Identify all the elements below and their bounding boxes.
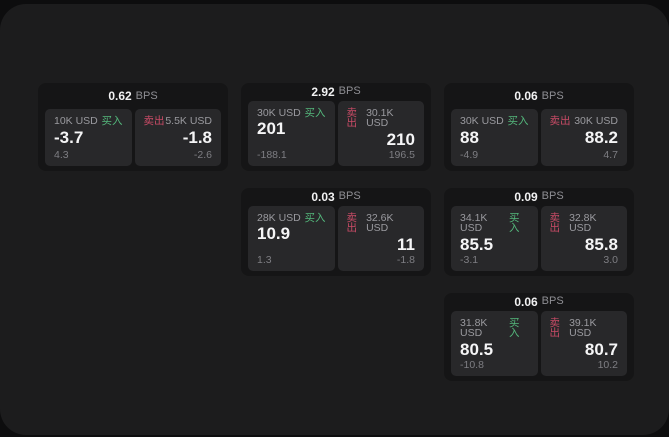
spread-unit-label: BPS [338, 85, 361, 98]
spread-unit-label: BPS [541, 190, 564, 203]
buy-amount: 34.1K USD [460, 211, 488, 235]
buy-amount: 31.8K USD [460, 316, 488, 340]
buy-panel[interactable]: 10K USD 买入 -3.7 4.3 [45, 109, 132, 166]
sell-amount: 39.1K USD [569, 316, 597, 340]
buy-price: 88 [460, 127, 479, 147]
buy-panel[interactable]: 30K USD 买入 201 -188.1 [248, 100, 335, 166]
sell-side-tag: 卖出 [143, 115, 165, 127]
buy-amount: 28K USD [257, 211, 301, 224]
sell-delta: -2.6 [193, 148, 212, 161]
spread-value: 0.06 [514, 89, 538, 103]
sell-price: 80.7 [584, 339, 618, 359]
buy-panel[interactable]: 28K USD 买入 10.9 1.3 [248, 205, 335, 271]
buy-delta: 1.3 [257, 253, 272, 266]
buy-delta: -10.8 [460, 358, 484, 371]
spread-unit-label: BPS [338, 190, 361, 203]
buy-side-tag: 买入 [507, 115, 529, 127]
sell-side-tag: 卖出 [549, 211, 561, 235]
sell-side-tag: 卖出 [549, 316, 561, 340]
sell-side-tag: 卖出 [346, 106, 358, 130]
sell-delta: -1.8 [396, 253, 415, 266]
quote-card-grid: 0.62 BPS 10K USD 买入 -3.7 4.3 卖出 5.5K USD… [38, 83, 634, 381]
spread-header: 0.62 BPS [45, 83, 221, 109]
spread-header: 0.06 BPS [451, 293, 627, 311]
quote-card[interactable]: 0.62 BPS 10K USD 买入 -3.7 4.3 卖出 5.5K USD… [38, 83, 228, 171]
buy-side-tag: 买入 [101, 115, 123, 127]
buy-side-tag: 买入 [304, 211, 326, 224]
sell-price: 210 [386, 129, 415, 149]
spread-header: 0.03 BPS [248, 188, 424, 206]
quote-card[interactable]: 0.09 BPS 34.1K USD 买入 85.5 -3.1 卖出 32.8K… [444, 188, 634, 276]
sell-delta: 10.2 [597, 358, 618, 371]
spread-value: 0.06 [514, 294, 538, 309]
buy-panel[interactable]: 34.1K USD 买入 85.5 -3.1 [451, 205, 538, 271]
spread-value: 0.03 [311, 189, 335, 204]
spread-unit-label: BPS [541, 89, 564, 102]
buy-price: 85.5 [460, 234, 494, 254]
buy-price: 10.9 [257, 224, 291, 244]
buy-amount: 30K USD [257, 106, 301, 119]
buy-delta: 4.3 [54, 148, 69, 161]
sell-price: 85.8 [584, 234, 618, 254]
buy-amount: 10K USD [54, 115, 98, 127]
buy-price: 80.5 [460, 339, 494, 359]
sell-price: 88.2 [584, 127, 618, 147]
sell-panel[interactable]: 卖出 39.1K USD 80.7 10.2 [540, 310, 627, 376]
spread-unit-label: BPS [135, 89, 158, 102]
sell-price: 11 [397, 234, 415, 254]
quote-card[interactable]: 2.92 BPS 30K USD 买入 201 -188.1 卖出 30.1K … [241, 83, 431, 171]
sell-delta: 4.7 [603, 148, 618, 161]
buy-side-tag: 买入 [508, 211, 520, 235]
quote-card[interactable]: 0.06 BPS 31.8K USD 买入 80.5 -10.8 卖出 39.1… [444, 293, 634, 381]
sell-delta: 196.5 [388, 148, 415, 161]
sell-panel[interactable]: 卖出 30.1K USD 210 196.5 [337, 100, 424, 166]
sell-side-tag: 卖出 [549, 115, 571, 127]
sell-panel[interactable]: 卖出 5.5K USD -1.8 -2.6 [134, 109, 221, 166]
sell-panel[interactable]: 卖出 32.8K USD 85.8 3.0 [540, 205, 627, 271]
sell-side-tag: 卖出 [346, 211, 358, 235]
quote-card[interactable]: 0.06 BPS 30K USD 买入 88 -4.9 卖出 30K USD 8… [444, 83, 634, 171]
buy-delta: -188.1 [257, 148, 287, 161]
buy-panel[interactable]: 30K USD 买入 88 -4.9 [451, 109, 538, 166]
buy-delta: -3.1 [460, 253, 479, 266]
buy-price: 201 [257, 119, 286, 139]
spread-unit-label: BPS [541, 295, 564, 308]
sell-price: -1.8 [182, 127, 212, 147]
sell-delta: 3.0 [603, 253, 618, 266]
spread-header: 0.09 BPS [451, 188, 627, 206]
buy-price: -3.7 [54, 127, 84, 147]
sell-amount: 30K USD [574, 115, 618, 127]
buy-delta: -4.9 [460, 148, 479, 161]
spread-value: 2.92 [311, 84, 335, 99]
spread-value: 0.09 [514, 189, 538, 204]
quote-card[interactable]: 0.03 BPS 28K USD 买入 10.9 1.3 卖出 32.6K US… [241, 188, 431, 276]
sell-amount: 32.8K USD [569, 211, 597, 235]
sell-panel[interactable]: 卖出 32.6K USD 11 -1.8 [337, 205, 424, 271]
buy-side-tag: 买入 [304, 106, 326, 119]
buy-panel[interactable]: 31.8K USD 买入 80.5 -10.8 [451, 310, 538, 376]
buy-amount: 30K USD [460, 115, 504, 127]
spread-header: 0.06 BPS [451, 83, 627, 109]
sell-panel[interactable]: 卖出 30K USD 88.2 4.7 [540, 109, 627, 166]
spread-value: 0.62 [108, 89, 132, 103]
spread-header: 2.92 BPS [248, 83, 424, 101]
sell-amount: 5.5K USD [165, 115, 212, 127]
buy-side-tag: 买入 [508, 316, 520, 340]
sell-amount: 32.6K USD [366, 211, 394, 235]
sell-amount: 30.1K USD [366, 106, 394, 130]
